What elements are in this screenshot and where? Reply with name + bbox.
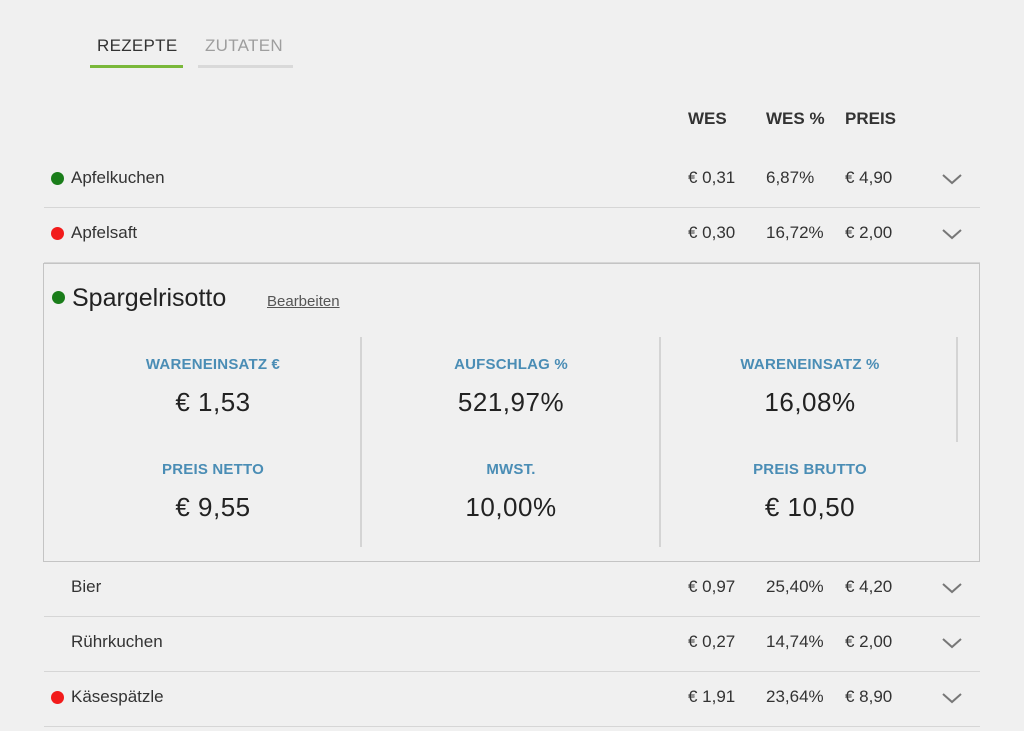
recipe-name: Käsespätzle xyxy=(71,687,164,706)
recipe-preis: € 8,90 xyxy=(845,687,893,706)
column-header-wes: WES xyxy=(688,109,727,128)
recipe-name: Apfelsaft xyxy=(71,223,138,242)
stat-label: PREIS NETTO xyxy=(162,461,264,478)
divider xyxy=(956,337,958,442)
recipe-preis: € 2,00 xyxy=(845,632,893,651)
edit-link[interactable]: Bearbeiten xyxy=(267,293,340,310)
recipe-preis: € 4,90 xyxy=(845,168,893,187)
stat-label: MWST. xyxy=(486,461,536,478)
recipe-row-apfelkuchen[interactable]: Apfelkuchen € 0,31 6,87% € 4,90 xyxy=(44,153,980,208)
stat-preis-netto: PREIS NETTO € 9,55 xyxy=(64,461,362,523)
stat-mwst: MWST. 10,00% xyxy=(362,461,660,523)
stat-preis-brutto: PREIS BRUTTO € 10,50 xyxy=(661,461,959,523)
recipe-wes-percent: 6,87% xyxy=(766,168,815,187)
column-header-preis: PREIS xyxy=(845,109,897,128)
column-header-wes-percent: WES % xyxy=(766,109,825,128)
chevron-down-icon[interactable] xyxy=(940,631,964,655)
recipe-wes-percent: 23,64% xyxy=(766,687,824,706)
chevron-down-icon[interactable] xyxy=(940,167,964,191)
recipe-name: Apfelkuchen xyxy=(71,168,165,187)
tab-bar: REZEPTE ZUTATEN xyxy=(90,33,293,68)
tab-zutaten[interactable]: ZUTATEN xyxy=(198,33,293,68)
status-dot-green xyxy=(52,291,65,304)
stat-value: 16,08% xyxy=(764,387,856,417)
recipe-wes-percent: 16,72% xyxy=(766,223,824,242)
stat-value: 521,97% xyxy=(457,387,565,417)
recipe-row-kaesespaetzle[interactable]: Käsespätzle € 1,91 23,64% € 8,90 xyxy=(44,672,980,727)
recipe-detail-panel: Spargelrisotto Bearbeiten WARENEINSATZ €… xyxy=(43,263,980,562)
recipe-wes: € 0,30 xyxy=(688,223,736,242)
stat-label: AUFSCHLAG % xyxy=(454,356,568,373)
stat-wareneinsatz-euro: WARENEINSATZ € € 1,53 xyxy=(64,356,362,418)
recipe-wes-percent: 14,74% xyxy=(766,632,824,651)
stat-wareneinsatz-percent: WARENEINSATZ % 16,08% xyxy=(661,356,959,418)
stat-label: WARENEINSATZ % xyxy=(740,356,880,373)
recipe-preis: € 4,20 xyxy=(845,577,893,596)
recipe-wes: € 1,91 xyxy=(688,687,736,706)
recipe-name: Rührkuchen xyxy=(71,632,163,651)
status-dot-red xyxy=(51,227,64,240)
recipe-name: Bier xyxy=(71,577,102,596)
recipe-row-bier[interactable]: Bier € 0,97 25,40% € 4,20 xyxy=(44,562,980,617)
chevron-down-icon[interactable] xyxy=(940,576,964,600)
recipe-row-ruehrkuchen[interactable]: Rührkuchen € 0,27 14,74% € 2,00 xyxy=(44,617,980,672)
recipe-wes: € 0,97 xyxy=(688,577,736,596)
stat-aufschlag: AUFSCHLAG % 521,97% xyxy=(362,356,660,418)
status-dot-red xyxy=(51,691,64,704)
stat-value: 10,00% xyxy=(465,492,557,522)
chevron-down-icon[interactable] xyxy=(940,686,964,710)
recipe-row-apfelsaft[interactable]: Apfelsaft € 0,30 16,72% € 2,00 xyxy=(44,208,980,263)
recipe-preis: € 2,00 xyxy=(845,223,893,242)
stat-label: WARENEINSATZ € xyxy=(145,356,281,373)
recipe-wes: € 0,31 xyxy=(688,168,736,187)
stat-value: € 9,55 xyxy=(175,492,251,522)
tab-rezepte[interactable]: REZEPTE xyxy=(90,33,183,68)
stat-value: € 1,53 xyxy=(175,387,251,417)
chevron-down-icon[interactable] xyxy=(940,222,964,246)
stat-label: PREIS BRUTTO xyxy=(753,461,867,478)
divider xyxy=(659,337,661,547)
divider xyxy=(360,337,362,547)
recipe-wes: € 0,27 xyxy=(688,632,736,651)
recipe-wes-percent: 25,40% xyxy=(766,577,824,596)
recipe-detail-title: Spargelrisotto xyxy=(72,284,227,312)
status-dot-green xyxy=(51,172,64,185)
stat-value: € 10,50 xyxy=(764,492,856,522)
